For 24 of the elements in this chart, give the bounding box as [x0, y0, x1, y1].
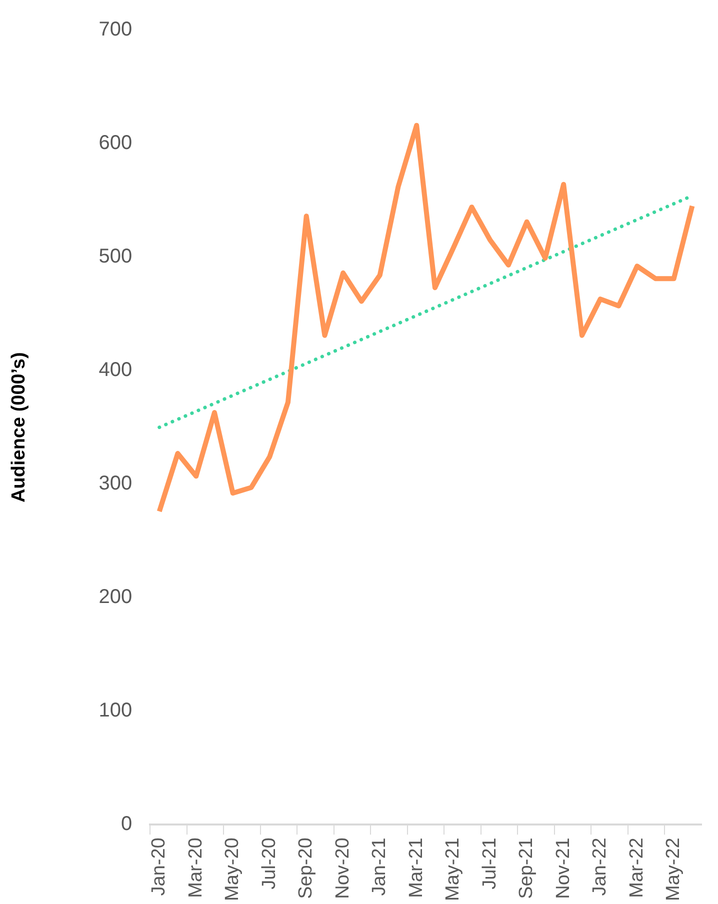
x-tick-label: Jan-20: [148, 838, 170, 896]
x-tick-label: Jul-21: [479, 838, 500, 890]
x-tick-label: May-22: [663, 838, 684, 902]
y-tick-label: 300: [98, 472, 132, 495]
x-tick-label: Sep-20: [296, 838, 317, 899]
x-tick-label: Sep-21: [516, 838, 538, 899]
x-tick-label: Mar-20: [185, 838, 206, 898]
x-tick-label: Mar-21: [406, 838, 427, 898]
y-tick-label: 0: [121, 813, 132, 836]
y-tick-label: 700: [98, 18, 132, 41]
x-tick-label: Jan-21: [369, 838, 390, 896]
y-tick-label: 400: [98, 359, 132, 382]
y-tick-label: 500: [98, 246, 132, 268]
y-tick-label: 100: [98, 700, 132, 722]
x-tick-label: May-20: [222, 838, 244, 902]
x-tick-label: Nov-21: [552, 838, 574, 899]
x-tick-label: Jul-20: [258, 838, 280, 890]
x-tick-label: May-21: [442, 838, 464, 902]
x-tick-label: Jan-22: [590, 838, 611, 896]
x-tick-label: Mar-22: [626, 838, 648, 898]
y-tick-label: 600: [98, 132, 132, 154]
y-tick-label: 200: [98, 586, 132, 608]
x-tick-label: Nov-20: [332, 838, 354, 899]
y-axis-title: Audience (000’s): [8, 352, 30, 502]
